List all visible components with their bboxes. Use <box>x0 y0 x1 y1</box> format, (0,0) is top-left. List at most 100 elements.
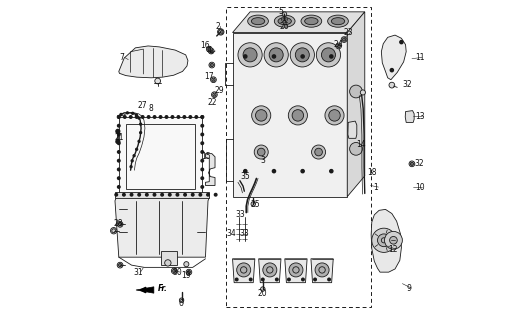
Circle shape <box>171 195 174 197</box>
Bar <box>226 7 371 307</box>
Circle shape <box>118 116 120 118</box>
Circle shape <box>118 195 120 197</box>
Polygon shape <box>285 259 307 283</box>
Text: 21: 21 <box>114 132 123 141</box>
Circle shape <box>201 116 204 118</box>
Circle shape <box>140 123 142 125</box>
Circle shape <box>118 195 120 197</box>
Text: 1: 1 <box>373 183 378 192</box>
Text: 13: 13 <box>415 112 425 121</box>
Circle shape <box>165 260 171 266</box>
Text: 18: 18 <box>367 168 377 177</box>
Ellipse shape <box>305 18 318 25</box>
Circle shape <box>118 116 120 118</box>
Circle shape <box>330 55 333 58</box>
Polygon shape <box>347 12 365 197</box>
Circle shape <box>129 116 132 118</box>
Circle shape <box>212 92 217 98</box>
Circle shape <box>389 236 397 244</box>
Circle shape <box>118 151 120 153</box>
Circle shape <box>177 195 180 197</box>
Circle shape <box>201 195 204 197</box>
Circle shape <box>257 148 265 156</box>
Polygon shape <box>119 117 202 196</box>
Circle shape <box>142 116 144 118</box>
Circle shape <box>159 116 162 118</box>
Circle shape <box>135 114 137 116</box>
Text: 8: 8 <box>148 104 153 113</box>
Circle shape <box>328 278 330 281</box>
Polygon shape <box>348 121 357 138</box>
Circle shape <box>186 269 192 275</box>
Circle shape <box>378 234 390 247</box>
Circle shape <box>184 262 189 267</box>
Circle shape <box>218 29 224 35</box>
Text: 7: 7 <box>120 53 124 62</box>
Circle shape <box>130 166 132 168</box>
Circle shape <box>336 43 342 49</box>
Circle shape <box>214 194 217 196</box>
Polygon shape <box>371 209 402 272</box>
Circle shape <box>123 116 126 118</box>
Text: 11: 11 <box>415 53 425 62</box>
Circle shape <box>136 148 138 150</box>
Circle shape <box>136 116 138 118</box>
Circle shape <box>131 160 133 162</box>
Text: 15: 15 <box>201 152 211 161</box>
Text: Fr.: Fr. <box>159 284 168 293</box>
Text: 35: 35 <box>240 172 250 181</box>
Text: 17: 17 <box>204 72 214 81</box>
Ellipse shape <box>328 15 348 27</box>
Circle shape <box>254 145 268 159</box>
Circle shape <box>302 278 304 281</box>
Circle shape <box>189 195 192 197</box>
Circle shape <box>129 195 132 197</box>
Polygon shape <box>205 154 215 186</box>
Circle shape <box>282 12 287 16</box>
Circle shape <box>201 116 204 118</box>
Circle shape <box>189 116 192 118</box>
Circle shape <box>330 170 333 173</box>
Circle shape <box>264 43 288 67</box>
Circle shape <box>201 151 204 153</box>
Circle shape <box>389 82 395 88</box>
Circle shape <box>142 195 144 197</box>
Circle shape <box>176 194 179 196</box>
Circle shape <box>130 194 133 196</box>
Text: 6: 6 <box>178 299 183 308</box>
Circle shape <box>161 194 163 196</box>
Polygon shape <box>115 192 209 197</box>
Text: 27: 27 <box>138 101 147 110</box>
Circle shape <box>153 194 156 196</box>
Circle shape <box>372 228 396 252</box>
Circle shape <box>118 186 120 188</box>
Circle shape <box>262 278 264 281</box>
Circle shape <box>206 46 212 52</box>
Circle shape <box>199 194 202 196</box>
Text: 31: 31 <box>133 268 143 277</box>
Circle shape <box>118 142 120 145</box>
Circle shape <box>315 263 329 277</box>
Circle shape <box>244 170 247 173</box>
Circle shape <box>146 194 148 196</box>
Circle shape <box>292 110 304 121</box>
Circle shape <box>140 132 142 133</box>
Text: 29: 29 <box>214 86 223 95</box>
Ellipse shape <box>301 15 322 27</box>
Text: 12: 12 <box>389 245 398 254</box>
Circle shape <box>329 110 340 121</box>
Circle shape <box>192 194 194 196</box>
Circle shape <box>116 129 120 133</box>
Circle shape <box>138 140 140 142</box>
Circle shape <box>111 228 117 234</box>
Polygon shape <box>136 287 154 293</box>
Circle shape <box>155 78 161 84</box>
Circle shape <box>290 43 314 67</box>
Circle shape <box>133 155 135 157</box>
Circle shape <box>116 140 120 143</box>
Circle shape <box>171 268 177 274</box>
Text: 4: 4 <box>206 45 211 55</box>
Circle shape <box>385 231 402 249</box>
Circle shape <box>360 90 365 95</box>
Circle shape <box>315 148 322 156</box>
